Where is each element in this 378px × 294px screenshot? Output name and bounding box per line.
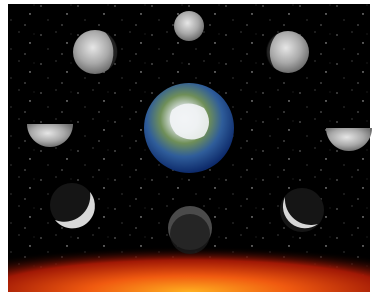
full-moon — [174, 11, 204, 41]
earth — [144, 83, 234, 173]
gibbous-moon-left — [73, 30, 118, 74]
gibbous-moon-right — [266, 31, 309, 73]
crescent-moon-right — [280, 188, 324, 232]
moon-phases-scene — [0, 0, 378, 294]
moon-shadow — [170, 214, 210, 254]
page — [0, 0, 378, 294]
